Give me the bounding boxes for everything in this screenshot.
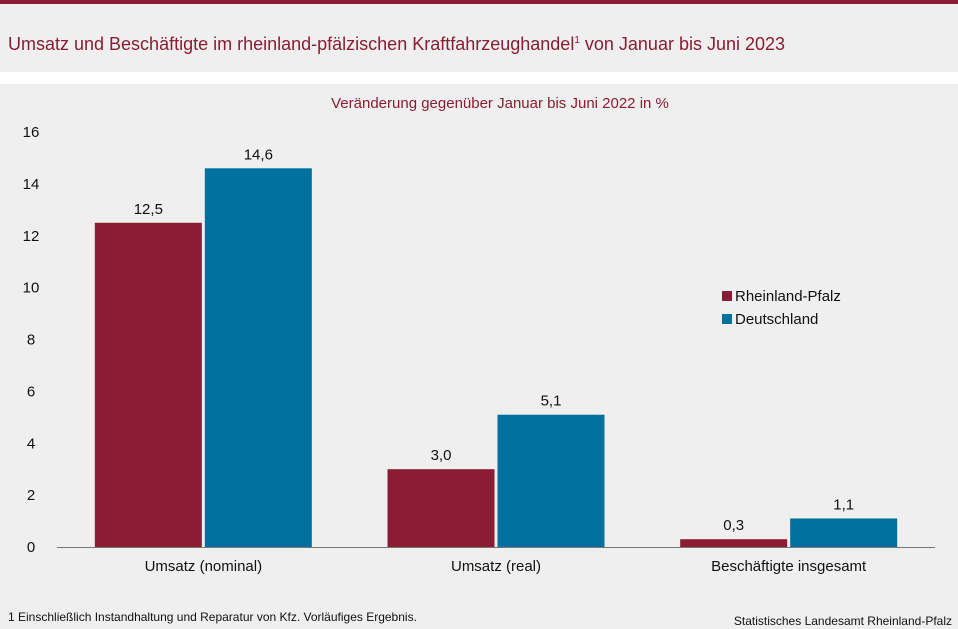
y-tick-label: 0 (27, 539, 35, 556)
title-suffix: von Januar bis Juni 2023 (579, 34, 786, 54)
legend-swatch (722, 291, 732, 301)
data-label: 1,1 (833, 496, 854, 513)
header-gap (0, 72, 958, 84)
y-tick-label: 12 (23, 228, 40, 245)
x-axis-labels: Umsatz (nominal) Umsatz (real) Beschäftigt… (145, 558, 867, 575)
chart-subtitle: Veränderung gegenüber Januar bis Juni 20… (331, 95, 669, 112)
y-tick-label: 10 (23, 280, 40, 297)
x-tick-label: Umsatz (real) (451, 558, 541, 575)
y-tick-label: 8 (27, 332, 35, 349)
data-label: 5,1 (541, 393, 562, 410)
source-note: Statistisches Landesamt Rheinland-Pfalz (733, 614, 952, 628)
data-label: 14,6 (244, 146, 273, 163)
legend: Rheinland-Pfalz Deutschland (722, 288, 841, 328)
legend-swatch (722, 314, 732, 324)
title-main: Umsatz und Beschäftigte im rheinland-pfä… (8, 34, 575, 54)
y-tick-label: 16 (23, 124, 40, 141)
legend-label: Rheinland-Pfalz (735, 288, 841, 305)
bar (204, 168, 312, 547)
y-tick-label: 2 (27, 487, 35, 504)
footnote: 1 Einschließlich Instandhaltung und Repa… (8, 610, 417, 624)
y-axis: 0 2 4 6 8 10 12 14 16 (23, 124, 40, 556)
data-label: 12,5 (134, 201, 163, 218)
data-label: 3,0 (431, 447, 452, 464)
bar (387, 469, 495, 547)
bars: 12,5 14,6 3,0 5,1 0,3 1,1 (94, 146, 898, 547)
y-tick-label: 14 (23, 176, 40, 193)
legend-label: Deutschland (735, 311, 818, 328)
bar (680, 539, 788, 547)
top-accent-bar (0, 0, 958, 4)
y-tick-label: 4 (27, 435, 35, 452)
data-label: 0,3 (723, 517, 744, 534)
x-tick-label: Beschäftigte insgesamt (711, 558, 867, 575)
page-title: Umsatz und Beschäftigte im rheinland-pfä… (8, 34, 785, 55)
x-tick-label: Umsatz (nominal) (145, 558, 263, 575)
header: Umsatz und Beschäftigte im rheinland-pfä… (0, 4, 958, 72)
bar (790, 518, 898, 547)
bar (94, 222, 202, 547)
bar (497, 414, 605, 547)
title-footnote-marker: 1 (574, 35, 580, 46)
y-tick-label: 6 (27, 383, 35, 400)
